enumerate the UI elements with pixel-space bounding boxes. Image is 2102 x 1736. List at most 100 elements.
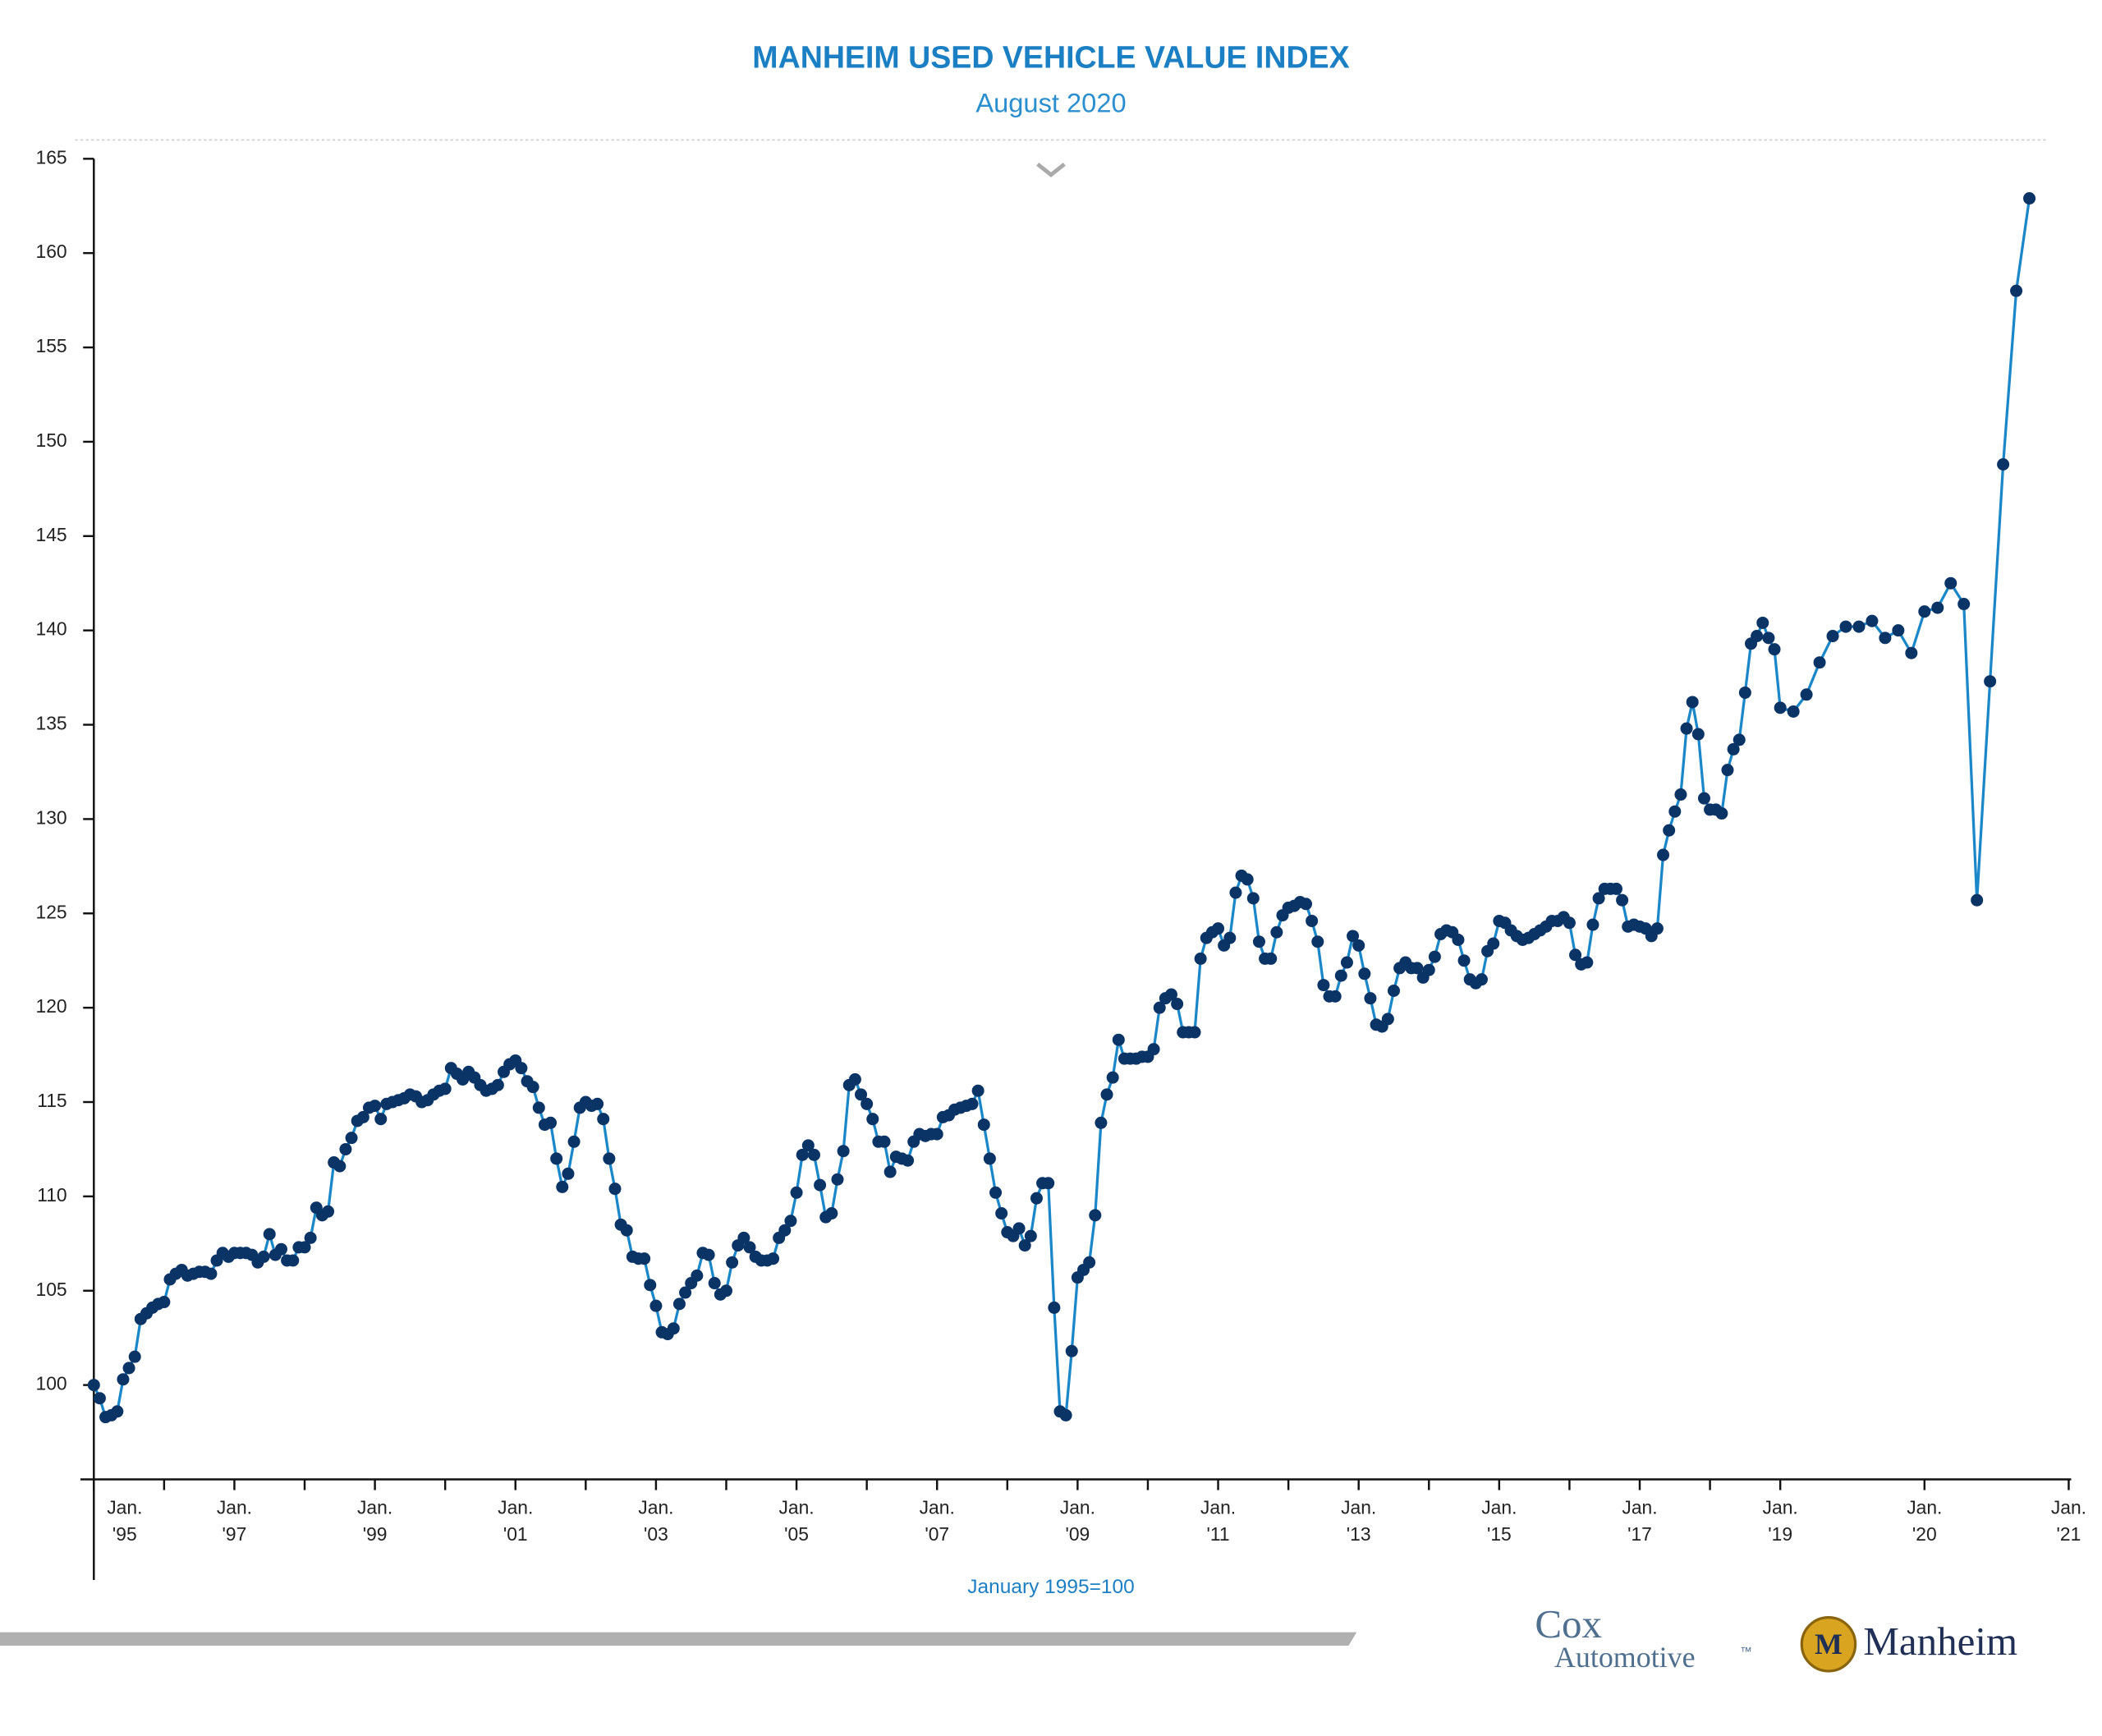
y-tick-label: 130 — [36, 806, 67, 828]
index-line — [92, 198, 2031, 1419]
data-point — [878, 1135, 891, 1148]
data-point — [1813, 656, 1826, 669]
data-point — [1686, 696, 1699, 709]
data-point — [87, 1379, 100, 1392]
data-point — [719, 1284, 733, 1297]
data-point — [778, 1224, 792, 1237]
x-tick-label: '97 — [223, 1523, 247, 1545]
data-point — [966, 1097, 979, 1110]
data-point — [691, 1269, 704, 1282]
data-point — [1581, 956, 1594, 969]
data-point — [1768, 643, 1781, 656]
y-tick-label: 105 — [36, 1279, 67, 1300]
y-tick-label: 110 — [37, 1184, 67, 1206]
data-point — [111, 1405, 124, 1418]
data-point — [438, 1082, 452, 1095]
data-point — [983, 1152, 996, 1165]
data-point — [1931, 601, 1944, 614]
x-tick-label: '19 — [1768, 1523, 1792, 1545]
data-point — [1905, 646, 1918, 659]
x-tick-label: Jan. — [1481, 1496, 1517, 1518]
chevron — [1036, 162, 1066, 178]
data-point — [1306, 914, 1319, 927]
data-point — [1616, 893, 1629, 907]
data-point — [1422, 963, 1435, 976]
data-point — [1329, 990, 1342, 1003]
data-point — [1311, 935, 1324, 948]
data-point — [1609, 882, 1622, 895]
data-point — [1668, 805, 1682, 818]
data-point — [117, 1373, 130, 1386]
x-tick-label: '95 — [112, 1523, 137, 1545]
data-point — [298, 1241, 311, 1254]
y-tick-label: 150 — [36, 429, 67, 451]
x-tick-label: Jan. — [1200, 1496, 1236, 1518]
data-point — [1997, 457, 2010, 471]
data-point — [1774, 701, 1787, 714]
data-point — [158, 1296, 171, 1309]
y-tick-label: 115 — [37, 1090, 67, 1111]
data-point — [930, 1127, 943, 1141]
data-point — [1715, 807, 1728, 820]
data-point — [1018, 1239, 1031, 1252]
data-point — [1059, 1408, 1072, 1421]
data-point — [1650, 922, 1664, 935]
data-point — [1270, 925, 1283, 939]
data-point — [1892, 624, 1905, 637]
data-point — [1112, 1033, 1125, 1046]
x-tick-label: Jan. — [920, 1496, 955, 1518]
data-point — [1030, 1192, 1043, 1205]
data-point — [1680, 722, 1693, 735]
data-point — [1223, 931, 1237, 944]
data-point — [532, 1101, 545, 1114]
data-point — [1252, 935, 1265, 948]
data-point — [2023, 192, 2036, 205]
data-point — [257, 1250, 270, 1263]
data-point — [743, 1241, 756, 1254]
data-point — [644, 1279, 657, 1292]
data-point — [1317, 979, 1330, 992]
footnote: January 1995=100 — [967, 1576, 1134, 1598]
trademark: ™ — [1740, 1646, 1752, 1659]
data-point — [1194, 952, 1207, 965]
data-point — [2010, 284, 2023, 297]
data-point — [1475, 973, 1488, 986]
data-point — [374, 1113, 388, 1126]
data-point — [1411, 962, 1424, 975]
data-point — [672, 1297, 686, 1311]
data-point — [1352, 939, 1365, 952]
data-point — [556, 1180, 569, 1193]
manheim-emblem — [1800, 1616, 1857, 1673]
data-point — [1839, 620, 1852, 633]
data-point — [708, 1277, 721, 1290]
data-point — [591, 1097, 604, 1110]
data-point — [1586, 918, 1599, 931]
data-point — [287, 1254, 300, 1267]
data-point — [801, 1139, 815, 1152]
data-point — [1381, 1013, 1394, 1026]
data-point — [1879, 631, 1892, 645]
data-point — [1065, 1344, 1078, 1357]
x-tick-label: '07 — [925, 1523, 949, 1545]
x-tick-label: '17 — [1627, 1523, 1652, 1545]
data-point — [1083, 1256, 1096, 1269]
data-point — [848, 1072, 861, 1086]
data-point — [1264, 952, 1278, 965]
data-point — [1229, 886, 1242, 899]
data-point — [1048, 1301, 1061, 1314]
data-point — [1241, 873, 1254, 886]
data-point — [737, 1231, 750, 1244]
data-point — [1100, 1088, 1113, 1101]
data-point — [515, 1062, 528, 1075]
y-tick-label: 140 — [36, 618, 67, 640]
data-point — [995, 1207, 1008, 1220]
data-point — [1334, 969, 1347, 982]
x-tick-label: '99 — [363, 1523, 388, 1545]
data-point — [837, 1145, 850, 1158]
data-point — [1147, 1043, 1160, 1056]
data-point — [649, 1299, 663, 1312]
y-tick-label: 120 — [36, 995, 67, 1017]
data-point — [1153, 1001, 1166, 1014]
